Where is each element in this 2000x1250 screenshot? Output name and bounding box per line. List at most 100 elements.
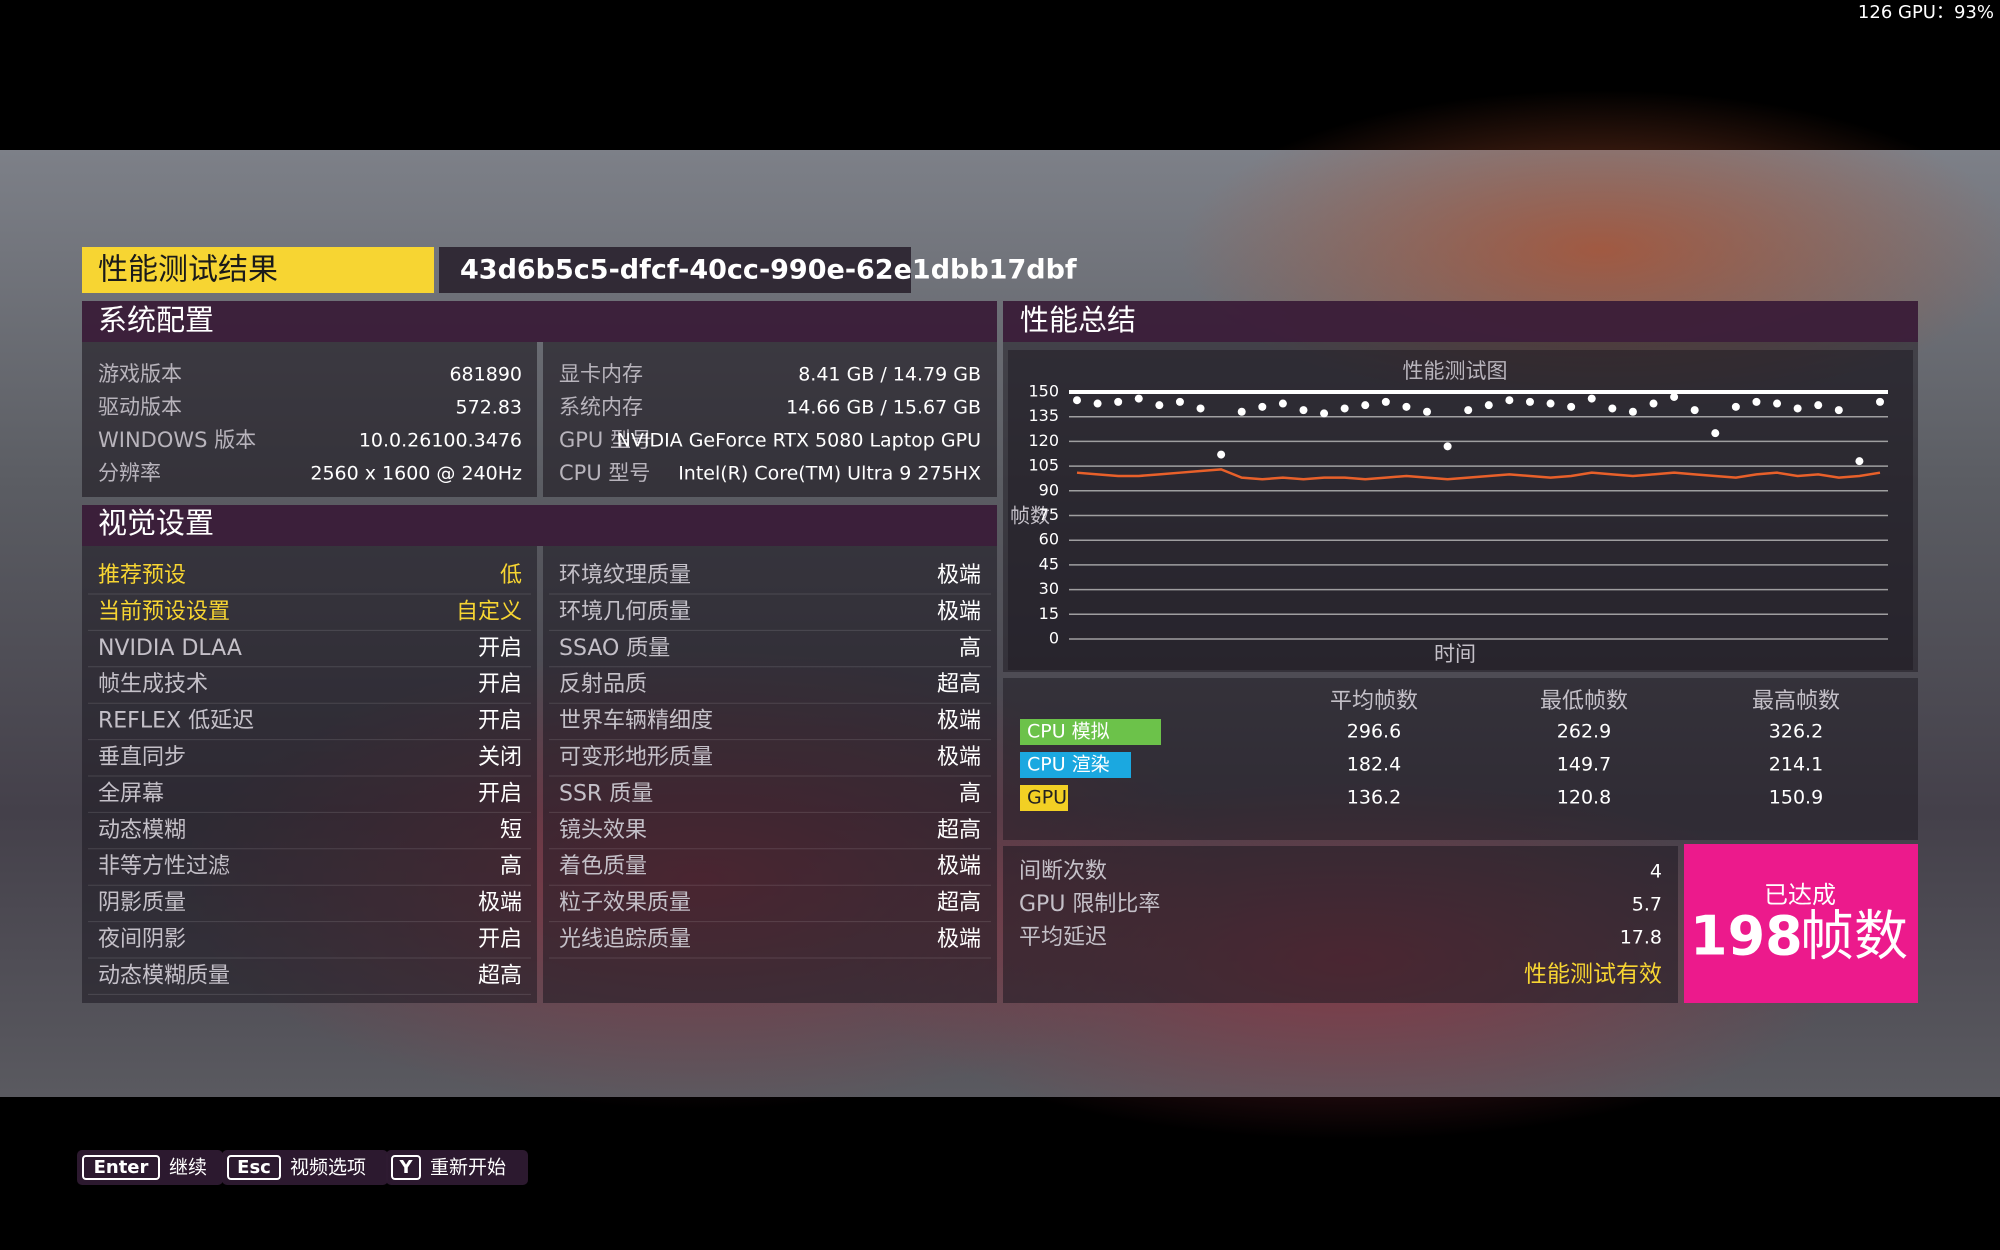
key-box [391,1155,421,1180]
data-point [1217,450,1226,459]
data-point [1423,407,1432,416]
y-tick-label: 60 [1039,530,1059,549]
data-point [1608,404,1617,413]
setting-label: 垂直同步 [98,745,186,770]
config-label: WINDOWS 版本 [98,428,256,452]
setting-value: 开启 [478,781,522,806]
button[interactable] [386,1150,528,1185]
button[interactable] [77,1150,223,1185]
stats-value: 150.9 [1769,787,1823,809]
key-label: Esc [237,1157,271,1178]
section-title: 系统配置 [98,303,214,337]
data-point [1814,401,1823,410]
panel [1003,342,1918,672]
config-label: CPU 型号 [559,461,650,485]
config-value: 681890 [449,364,522,386]
stats-header: 最高帧数 [1752,689,1840,714]
data-point [1443,442,1452,451]
setting-value: 高 [500,854,522,879]
setting-label: SSAO 质量 [559,636,670,661]
data-point [1093,399,1102,408]
data-point [1752,397,1761,406]
y-tick-label: 75 [1039,505,1059,524]
stats-label: CPU 模拟 [1027,721,1110,743]
key-box [82,1155,160,1180]
setting-value: 自定义 [456,599,522,624]
data-point [1320,409,1329,418]
y-tick-label: 90 [1039,480,1059,499]
y-tick-label: 105 [1028,456,1059,475]
section-title: 视觉设置 [98,506,214,540]
setting-value: 极端 [937,709,981,734]
metric-value: 5.7 [1632,894,1662,916]
data-point [1134,394,1143,403]
achieved-box [1684,844,1918,1003]
data-point [1258,402,1267,411]
chart-area [1008,350,1913,670]
setting-label: 当前预设设置 [98,599,230,624]
title-bar [82,247,434,293]
setting-value: 超高 [937,891,981,916]
config-value: 8.41 GB / 14.79 GB [798,364,981,386]
panel [1003,678,1918,840]
setting-label: 镜头效果 [559,818,647,843]
config-label: GPU 型号 [559,428,652,452]
data-point [1402,402,1411,411]
data-point [1546,399,1555,408]
setting-label: 动态模糊 [98,818,186,843]
data-point [1690,406,1699,415]
config-value: 10.0.26100.3476 [359,430,522,452]
setting-value: 开启 [478,636,522,661]
button-label: 重新开始 [430,1157,506,1179]
setting-value: 极端 [937,599,981,624]
metric-value: 4 [1650,861,1662,883]
setting-label: NVIDIA DLAA [98,636,242,661]
setting-label: 推荐预设 [98,563,186,588]
result-id: 43d6b5c5-dfcf-40cc-990e-62e1dbb17dbf [460,255,1077,286]
data-point [1731,402,1740,411]
setting-label: 夜间阴影 [98,927,186,952]
setting-value: 超高 [478,963,522,988]
setting-value: 开启 [478,709,522,734]
config-value: Intel(R) Core(TM) Ultra 9 275HX [678,463,981,485]
x-axis-label: 时间 [1434,642,1476,666]
data-point [1567,402,1576,411]
data-point [1175,397,1184,406]
panel [82,342,537,497]
panel [82,546,537,1003]
data-point [1773,399,1782,408]
data-point [1114,397,1123,406]
setting-label: 阴影质量 [98,891,186,916]
data-point [1834,406,1843,415]
data-point [1628,407,1637,416]
stats-value: 214.1 [1769,754,1823,776]
setting-label: 动态模糊质量 [98,963,230,988]
id-bar [439,247,911,293]
stats-chip [1020,785,1068,811]
y-tick-label: 15 [1039,604,1059,623]
data-point [1381,397,1390,406]
data-point [1196,404,1205,413]
metric-label: GPU 限制比率 [1019,892,1160,917]
metric-label: 间断次数 [1019,859,1107,884]
data-point [1464,406,1473,415]
setting-value: 极端 [937,927,981,952]
data-point [1361,401,1370,410]
stats-chip [1020,752,1131,778]
data-point [1670,392,1679,401]
stats-value: 136.2 [1347,787,1401,809]
data-line [1076,468,1881,481]
stats-value: 149.7 [1557,754,1611,776]
config-label: 系统内存 [559,395,643,419]
setting-label: 全屏幕 [98,781,164,806]
stats-label: GPU [1027,787,1067,809]
config-label: 显卡内存 [559,362,643,386]
button[interactable] [222,1150,388,1185]
section-header [1003,301,1918,342]
panel [543,546,997,1003]
metric-value: 17.8 [1620,927,1662,949]
key-box [227,1155,281,1180]
achieved-value: 198 [1690,905,1803,968]
config-label: 游戏版本 [98,362,182,386]
panel [543,342,997,497]
